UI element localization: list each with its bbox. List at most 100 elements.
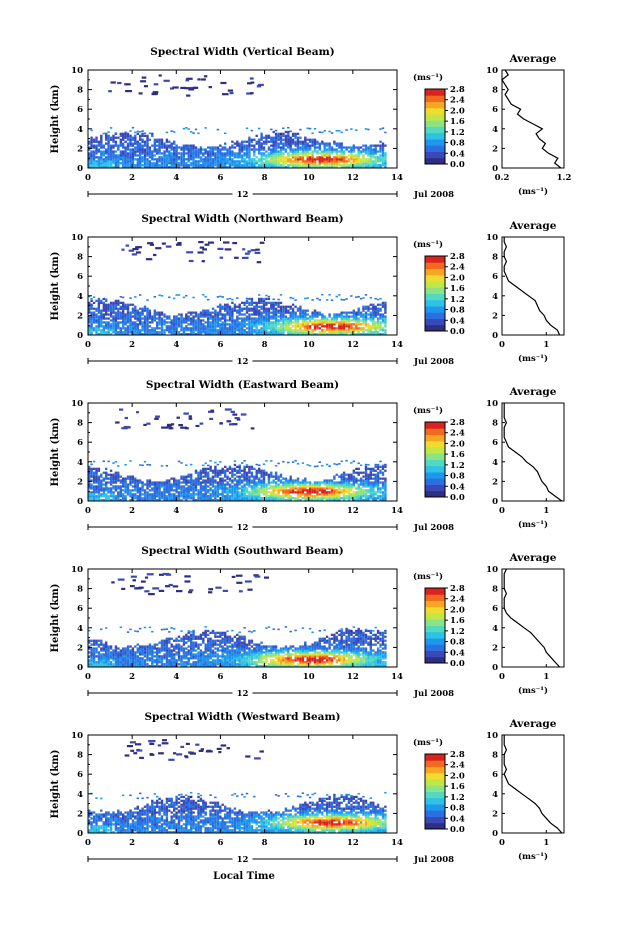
heatmap-cell [151,499,154,502]
colorbar-tick-label: 1.6 [450,450,465,460]
heatmap-cell [197,317,200,320]
heatmap-cell [376,483,380,486]
heatmap-cell [209,487,212,490]
heatmap-cell [308,321,312,324]
heatmap-cell [316,495,319,498]
heatmap-cell [180,325,183,328]
heatmap-cell [381,473,385,476]
heatmap-cell [233,329,237,332]
heatmap-cell [136,485,139,488]
heatmap-cell [199,146,203,149]
heatmap-cell [279,166,283,169]
heatmap-cell [316,315,319,318]
heatmap-cell [216,305,220,308]
heatmap-cell [250,307,254,310]
heatmap-cell [379,497,382,500]
heatmap-cell [146,164,149,167]
heatmap-cell [219,317,222,320]
heatmap-cell [102,317,105,320]
heatmap-cell [165,465,169,467]
heatmap-cell [364,477,368,480]
heatmap-cell [282,160,285,163]
day-marker: 12 [237,357,249,367]
heatmap-cell [95,152,98,155]
heatmap-cell [153,317,156,320]
heatmap-cell [163,313,166,316]
heatmap-cell [277,309,280,312]
heatmap-cell [333,495,336,498]
heatmap-cell [180,156,183,159]
heatmap-cell [372,317,375,320]
heatmap-cell [374,499,377,502]
heatmap-cell [216,331,220,334]
heatmap-cell [90,499,93,502]
heatmap-cell [284,148,288,151]
heatmap-cell [255,483,258,486]
heatmap-cell [330,489,334,492]
heatmap-cell [107,473,110,476]
heatmap-cell [265,297,268,301]
colorbar-segment [425,268,445,276]
heatmap-cell [100,299,103,302]
heatmap-cell [163,331,166,334]
heatmap-cell [100,499,103,502]
heatmap-cell [197,313,200,316]
heatmap-cell [233,473,237,476]
heatmap-cell [112,321,115,324]
heatmap-cell [209,160,212,163]
heatmap-cell [325,333,329,336]
heatmap-cell [97,166,101,169]
heatmap-cell [260,313,263,316]
heatmap-cell [262,489,266,492]
heatmap-cell [158,294,161,297]
heatmap-cell [236,152,239,155]
colorbar-tick-label: 0.0 [450,327,465,337]
heatmap-cell [168,154,171,157]
heatmap-cell [364,485,368,488]
heatmap-cell [119,493,122,496]
heatmap-cell [126,134,130,137]
heatmap-cell [221,485,224,488]
heatmap-cell [260,315,263,318]
colorbar-segment [425,274,445,282]
heatmap-cell [245,154,249,157]
heatmap-cell [342,321,346,324]
heatmap-cell [124,321,127,324]
heatmap-cell [126,485,130,488]
heatmap-cell [340,333,343,336]
heatmap-cell [342,156,346,159]
heatmap-cell [330,329,334,332]
heatmap-cell [109,127,113,129]
heatmap-cell [136,479,139,482]
heatmap-cell [199,319,203,322]
heatmap-cell [287,156,290,159]
heatmap-cell [291,487,295,490]
heatmap-cell [158,164,161,167]
heatmap-cell [95,489,98,492]
heatmap-cell [158,313,161,316]
heatmap-cell [202,154,205,157]
heatmap-cell [345,317,348,320]
heatmap-cell [197,483,200,486]
heatmap-cell [177,321,181,324]
heatmap-cell [194,311,198,314]
heatmap-cell [289,319,292,322]
average-x-label: (ms⁻¹) [518,353,548,364]
heatmap-cell [105,142,108,145]
heatmap-cell [126,477,130,480]
heatmap-cell [260,301,263,304]
heatmap-cell [325,162,329,165]
heatmap-cell [119,495,122,498]
heatmap-cell [158,485,161,488]
heatmap-cell [141,307,144,310]
heatmap-cell [214,319,217,322]
heatmap-cell [214,479,217,482]
heatmap-cell [100,489,103,492]
heatmap-cell [255,140,258,143]
heatmap-cell [260,331,263,334]
heatmap-cell [243,152,246,155]
heatmap-cell [112,477,115,480]
heatmap-cell [139,294,142,296]
heatmap-cell [100,313,103,316]
heatmap-cell [359,315,363,318]
